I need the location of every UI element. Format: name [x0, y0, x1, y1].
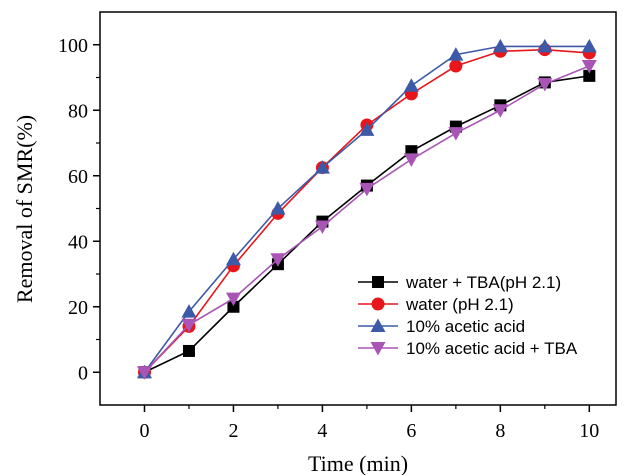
legend-item: 10% acetic acid + TBA: [358, 339, 578, 358]
data-point: [581, 60, 597, 74]
y-tick-label: 40: [68, 231, 88, 253]
data-point: [227, 300, 240, 313]
data-point: [449, 59, 463, 73]
data-point: [314, 220, 330, 235]
x-axis-title: Time (min): [308, 451, 408, 475]
data-point: [359, 182, 375, 197]
data-point: [270, 201, 286, 215]
series-1: [138, 69, 596, 379]
x-tick-label: 10: [579, 420, 599, 442]
data-point: [181, 318, 197, 333]
legend-label: water + TBA(pH 2.1): [405, 273, 561, 292]
x-tick-label: 0: [139, 420, 149, 442]
y-axis-ticks: 0 20 40 60 80 100: [58, 35, 100, 384]
y-tick-label: 0: [78, 362, 88, 384]
data-point: [359, 122, 375, 136]
data-point: [403, 78, 419, 92]
series-2: [137, 43, 596, 379]
data-point: [270, 253, 286, 267]
legend-label: 10% acetic acid + TBA: [406, 339, 578, 358]
series-4: [136, 60, 597, 380]
legend-item: water (pH 2.1): [358, 295, 514, 314]
series-3: [136, 38, 597, 379]
data-point: [581, 38, 597, 53]
legend-item: water + TBA(pH 2.1): [358, 273, 561, 292]
data-point: [583, 69, 596, 82]
x-axis-ticks: 0 2 4 6 8 10: [139, 405, 599, 442]
data-point: [181, 304, 197, 318]
legend-label: 10% acetic acid: [406, 317, 525, 336]
legend-marker: [371, 297, 385, 311]
x-tick-label: 4: [317, 420, 327, 442]
data-point: [136, 366, 152, 380]
data-point: [492, 38, 508, 53]
legend-item: 10% acetic acid: [358, 317, 525, 336]
y-tick-label: 60: [68, 166, 88, 188]
data-point: [225, 292, 241, 307]
data-point: [314, 160, 330, 174]
legend-label: water (pH 2.1): [405, 295, 514, 314]
data-point: [448, 127, 464, 141]
x-tick-label: 6: [406, 420, 416, 442]
y-tick-label: 20: [68, 297, 88, 319]
data-point: [448, 47, 464, 61]
data-point: [225, 251, 241, 266]
y-axis-title: Removal of SMR(%): [12, 115, 37, 303]
y-tick-label: 100: [58, 35, 88, 57]
data-point: [182, 344, 195, 357]
legend-marker: [370, 318, 386, 332]
legend: water + TBA(pH 2.1) water (pH 2.1) 10% ace…: [358, 273, 578, 358]
y-tick-label: 80: [68, 100, 88, 122]
data-point: [537, 78, 553, 92]
x-tick-label: 2: [228, 420, 238, 442]
legend-marker: [372, 276, 384, 288]
data-point: [492, 104, 508, 118]
data-point: [537, 38, 553, 53]
data-point: [403, 153, 419, 167]
legend-marker: [370, 342, 386, 356]
x-tick-label: 8: [495, 420, 505, 442]
series-layer: [136, 38, 597, 380]
